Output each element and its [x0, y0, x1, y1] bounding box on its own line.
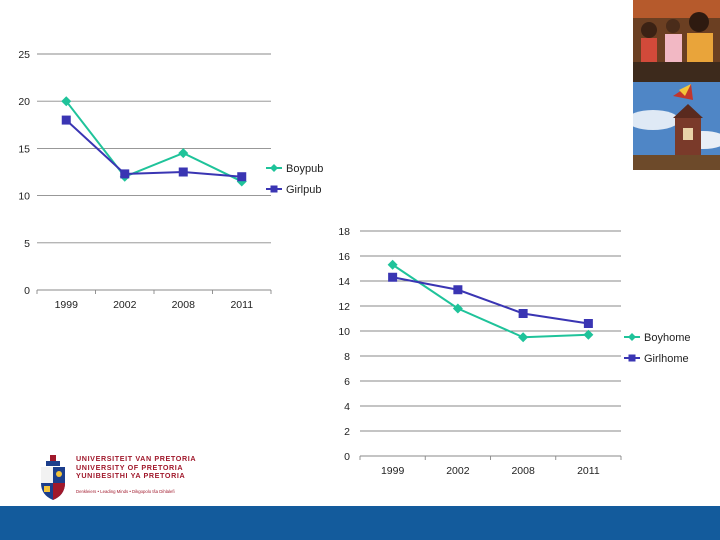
data-point — [178, 167, 188, 177]
data-point — [237, 172, 247, 182]
y-tick-label: 15 — [18, 143, 30, 155]
y-tick-label: 10 — [338, 326, 350, 338]
x-tick-label: 2011 — [577, 465, 600, 477]
y-tick-label: 5 — [24, 238, 30, 250]
legend-marker — [628, 354, 636, 362]
y-tick-label: 2 — [344, 426, 350, 438]
data-point — [61, 115, 71, 125]
chart-public: 0 5 10 15 20 25 1999 2002 2008 2011 Boypub Girlpub — [18, 49, 323, 311]
logo-line-sepedi: YUNIBESITHI YA PRETORIA — [76, 471, 186, 481]
x-tick-label: 1999 — [381, 465, 405, 477]
y-tick-label: 10 — [18, 191, 30, 203]
series-line-girlpub — [65, 119, 242, 178]
university-logo: UNIVERSITEIT VAN PRETORIA UNIVERSITY OF … — [38, 454, 203, 503]
logo-line-afrikaans: UNIVERSITEIT VAN PRETORIA — [76, 454, 197, 463]
y-tick-label: 4 — [344, 401, 350, 413]
y-tick-label: 18 — [338, 226, 350, 238]
x-tick-label: 2011 — [230, 299, 253, 311]
y-tick-label: 20 — [18, 96, 30, 108]
legend-label: Girlhome — [644, 353, 689, 365]
legend-marker — [270, 164, 278, 172]
data-point — [61, 96, 72, 107]
y-tick-label: 0 — [344, 451, 350, 463]
x-tick-label: 2002 — [446, 465, 470, 477]
series-line-girlhome — [392, 276, 589, 325]
legend-label: Boyhome — [644, 332, 690, 344]
y-tick-label: 16 — [338, 251, 350, 263]
data-point — [452, 303, 463, 314]
data-point — [120, 169, 130, 179]
data-point — [388, 272, 398, 282]
data-point — [583, 319, 593, 328]
data-point — [387, 259, 398, 270]
logo-line-english: UNIVERSITY OF PRETORIA — [76, 462, 184, 472]
legend-label: Boypub — [286, 163, 323, 175]
header-photo — [633, 0, 720, 170]
y-tick-label: 6 — [344, 376, 350, 388]
y-tick-label: 0 — [24, 285, 30, 297]
x-tick-label: 2002 — [113, 299, 137, 311]
y-tick-label: 8 — [344, 351, 350, 363]
data-point — [518, 309, 528, 318]
x-tick-label: 2008 — [172, 299, 196, 311]
y-tick-label: 14 — [338, 276, 350, 288]
y-tick-label: 25 — [18, 49, 30, 61]
chart-home: 0 2 4 6 8 10 12 14 16 18 1999 2002 2008 2011 Boyhome Gi… — [338, 226, 690, 477]
series-line-boyhome — [392, 263, 589, 339]
y-tick-label: 12 — [338, 301, 350, 313]
data-point — [178, 148, 189, 159]
series-line-boypub — [65, 100, 243, 183]
legend-marker — [270, 185, 278, 193]
data-point — [453, 285, 463, 295]
x-tick-label: 2008 — [511, 465, 535, 477]
x-tick-label: 1999 — [55, 299, 79, 311]
data-point — [583, 329, 594, 340]
footer-bar — [0, 506, 720, 540]
logo-tagline: Denkleiers • Leading Minds • Dikgopolo t… — [76, 489, 175, 494]
legend-marker — [628, 333, 636, 341]
legend-label: Girlpub — [286, 184, 321, 196]
data-point — [518, 332, 529, 343]
crest-icon — [41, 455, 65, 500]
